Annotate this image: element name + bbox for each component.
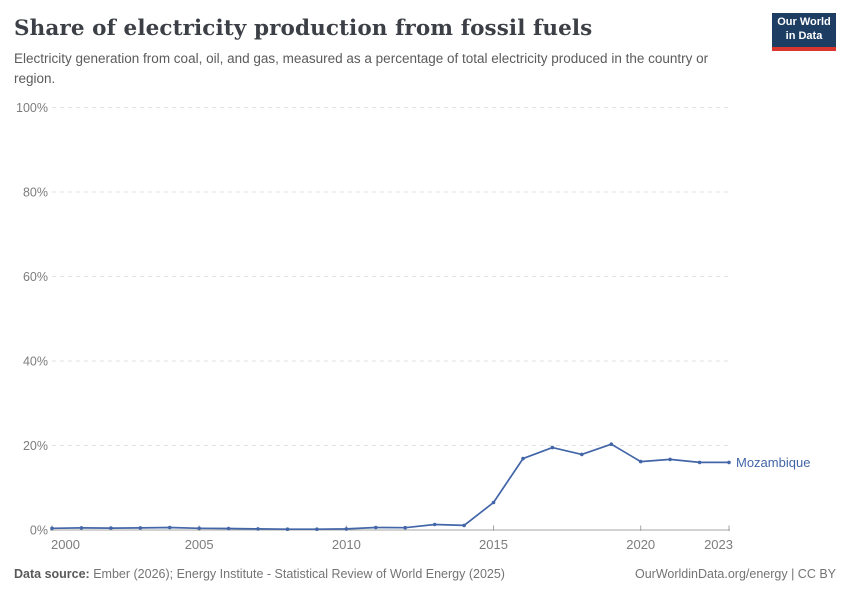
x-tick-label: 2020 xyxy=(626,537,655,552)
y-tick-label: 0% xyxy=(30,524,48,538)
x-tick-label: 2023 xyxy=(704,537,733,552)
data-point xyxy=(727,460,731,465)
series-label-mozambique[interactable]: Mozambique xyxy=(736,455,810,470)
y-tick-label: 40% xyxy=(23,355,48,369)
chart-footer: Data source: Ember (2026); Energy Instit… xyxy=(14,567,836,581)
data-point xyxy=(550,445,555,450)
license-link[interactable]: OurWorldinData.org/energy | CC BY xyxy=(634,567,836,581)
y-tick-label: 60% xyxy=(23,270,48,284)
y-tick-label: 100% xyxy=(16,101,48,115)
x-tick-label: 2010 xyxy=(332,537,361,552)
data-point xyxy=(167,525,172,530)
x-tick-label: 2005 xyxy=(185,537,214,552)
data-source: Data source: Ember (2026); Energy Instit… xyxy=(14,567,505,581)
data-point xyxy=(580,452,584,457)
data-point xyxy=(374,525,378,530)
data-point xyxy=(109,526,113,530)
x-tick-label: 2000 xyxy=(51,537,80,552)
y-tick-label: 20% xyxy=(23,439,48,453)
data-point xyxy=(79,526,84,530)
data-point xyxy=(521,456,525,461)
data-point xyxy=(638,459,643,464)
data-source-label: Data source: xyxy=(14,567,90,581)
data-point xyxy=(50,526,54,531)
data-source-text: Ember (2026); Energy Institute - Statist… xyxy=(89,567,505,581)
data-point xyxy=(432,522,437,527)
data-point xyxy=(256,527,260,531)
owid-logo-line2: in Data xyxy=(785,30,823,42)
data-point xyxy=(138,526,143,530)
owid-logo[interactable]: Our World in Data xyxy=(772,13,836,51)
owid-logo-line1: Our World xyxy=(777,16,831,29)
x-tick-label: 2015 xyxy=(479,537,508,552)
y-tick-label: 80% xyxy=(23,186,48,200)
data-point xyxy=(315,527,319,531)
chart-subtitle: Electricity generation from coal, oil, a… xyxy=(14,51,709,86)
data-point xyxy=(697,460,702,465)
data-point xyxy=(491,500,496,505)
data-point xyxy=(226,526,231,531)
data-point xyxy=(403,525,408,530)
series-line-mozambique[interactable] xyxy=(51,443,730,531)
data-point xyxy=(462,523,466,528)
data-point xyxy=(668,457,672,462)
data-point xyxy=(197,526,201,531)
data-point xyxy=(609,442,614,447)
chart-header: Share of electricity production from fos… xyxy=(0,0,850,88)
data-point xyxy=(285,527,290,531)
page-title: Share of electricity production from fos… xyxy=(14,16,593,41)
data-point xyxy=(344,527,349,531)
